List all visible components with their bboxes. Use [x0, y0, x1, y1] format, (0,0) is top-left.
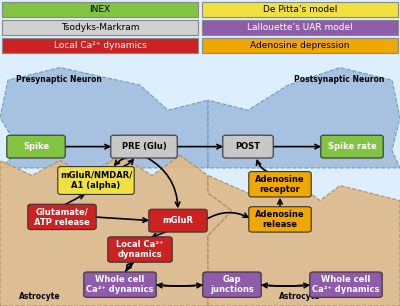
- FancyBboxPatch shape: [28, 204, 96, 230]
- FancyBboxPatch shape: [202, 2, 398, 17]
- Text: Adenosine
receptor: Adenosine receptor: [255, 174, 305, 194]
- Text: Postsynaptic Neuron: Postsynaptic Neuron: [294, 75, 384, 84]
- FancyBboxPatch shape: [7, 135, 65, 158]
- Text: POST: POST: [236, 142, 260, 151]
- FancyBboxPatch shape: [249, 172, 311, 197]
- Text: Astrocyte: Astrocyte: [19, 292, 61, 301]
- FancyBboxPatch shape: [2, 2, 198, 17]
- FancyBboxPatch shape: [310, 272, 382, 297]
- Text: Gap
junctions: Gap junctions: [210, 275, 254, 294]
- Text: PRE (Glu): PRE (Glu): [122, 142, 166, 151]
- Polygon shape: [0, 68, 208, 168]
- FancyBboxPatch shape: [108, 237, 172, 262]
- FancyBboxPatch shape: [2, 20, 198, 35]
- Polygon shape: [0, 155, 232, 306]
- FancyBboxPatch shape: [111, 135, 177, 158]
- Text: De Pitta’s model: De Pitta’s model: [263, 5, 337, 14]
- FancyBboxPatch shape: [58, 166, 134, 194]
- Text: Local Ca²⁺ dynamics: Local Ca²⁺ dynamics: [54, 41, 146, 50]
- FancyBboxPatch shape: [203, 272, 261, 297]
- Text: Tsodyks-Markram: Tsodyks-Markram: [61, 23, 139, 32]
- Text: Lallouette’s UAR model: Lallouette’s UAR model: [247, 23, 353, 32]
- Polygon shape: [208, 68, 400, 168]
- Text: mGluR: mGluR: [162, 216, 194, 225]
- Text: Glutamate/
ATP release: Glutamate/ ATP release: [34, 207, 90, 227]
- Text: Spike: Spike: [23, 142, 49, 151]
- FancyBboxPatch shape: [202, 38, 398, 53]
- Text: Astrocyte: Astrocyte: [279, 292, 321, 301]
- Text: Whole cell
Ca²⁺ dynamics: Whole cell Ca²⁺ dynamics: [86, 275, 154, 294]
- Text: Whole cell
Ca²⁺ dynamics: Whole cell Ca²⁺ dynamics: [312, 275, 380, 294]
- Text: Local Ca²⁺
dynamics: Local Ca²⁺ dynamics: [116, 240, 164, 259]
- FancyBboxPatch shape: [149, 209, 207, 232]
- FancyBboxPatch shape: [321, 135, 383, 158]
- Polygon shape: [208, 175, 400, 306]
- Text: Adenosine depression: Adenosine depression: [250, 41, 350, 50]
- Text: Presynaptic Neuron: Presynaptic Neuron: [16, 75, 102, 84]
- Text: INEX: INEX: [90, 5, 110, 14]
- Text: mGluR/NMDAR/
A1 (alpha): mGluR/NMDAR/ A1 (alpha): [60, 171, 132, 190]
- FancyBboxPatch shape: [84, 272, 156, 297]
- FancyBboxPatch shape: [202, 20, 398, 35]
- Text: Adenosine
release: Adenosine release: [255, 210, 305, 229]
- FancyBboxPatch shape: [223, 135, 273, 158]
- FancyBboxPatch shape: [2, 38, 198, 53]
- FancyBboxPatch shape: [249, 207, 311, 232]
- Text: Spike rate: Spike rate: [328, 142, 376, 151]
